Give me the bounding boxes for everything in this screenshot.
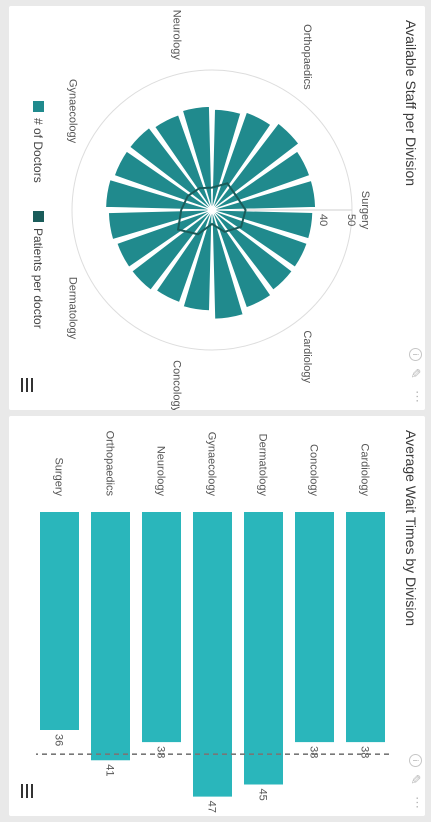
staff-radar-panel: Available Staff per Division i ✎ ⋯ 40 50 S… — [9, 6, 425, 410]
radar-category-label: Surgery — [359, 191, 371, 230]
radar-category-label: Concology — [171, 360, 183, 410]
legend-swatch-doctors — [33, 101, 44, 112]
radar-doctor-bar[interactable] — [182, 209, 213, 312]
bar-value-label: 38 — [359, 746, 371, 758]
legend-label-doctors: # of Doctors — [31, 118, 45, 183]
radar-tick-label: 50 — [345, 214, 357, 226]
radar-doctor-bar[interactable] — [154, 114, 213, 211]
radar-tick-label: 40 — [317, 214, 329, 226]
wait-time-bar[interactable] — [91, 512, 130, 761]
wait-time-bar[interactable] — [346, 512, 385, 743]
bar-category-label: Orthopaedics — [104, 431, 116, 497]
radar-chart: 40 50 Surgery Cardiology Concology Dermatolog… — [66, 10, 371, 410]
radar-patients-line[interactable] — [176, 182, 247, 236]
wait-time-bar[interactable] — [193, 512, 232, 797]
bar-value-label: 38 — [308, 746, 320, 758]
wait-time-bar[interactable] — [295, 512, 334, 743]
wait-times-panel: Average Wait Times by Division i ✎ ⋯ Car… — [9, 416, 425, 816]
bar-value-label: 38 — [155, 746, 167, 758]
radar-doctor-bar[interactable] — [129, 127, 213, 211]
wait-times-bar-chart: Cardiology 38 Concology 38 Dermatology 45 Gyna… — [36, 431, 389, 813]
bar-value-label: 41 — [104, 764, 116, 776]
bar-category-label: Concology — [308, 444, 320, 496]
bar-value-label: 47 — [206, 801, 218, 813]
radar-doctor-bar[interactable] — [116, 209, 213, 268]
radar-doctor-bar[interactable] — [211, 209, 314, 240]
radar-category-label: Neurology — [171, 10, 183, 61]
radar-doctor-bar[interactable] — [211, 209, 272, 309]
bar-category-label: Dermatology — [257, 434, 269, 497]
radar-doctor-bar[interactable] — [211, 122, 300, 211]
menu-icon[interactable] — [21, 784, 33, 798]
legend-swatch-patients — [33, 211, 44, 222]
bar-category-label: Gynaecology — [206, 432, 218, 497]
radar-legend: # of Doctors Patients per doctor — [25, 101, 45, 421]
wait-time-bar[interactable] — [142, 512, 181, 743]
radar-doctor-bar[interactable] — [211, 111, 272, 211]
bar-category-label: Neurology — [155, 446, 167, 497]
wait-time-bar[interactable] — [40, 512, 79, 730]
radar-category-label: Gynaecology — [66, 79, 78, 144]
bar-value-label: 36 — [53, 734, 65, 746]
legend-label-patients: Patients per doctor — [31, 228, 45, 329]
radar-category-label: Cardiology — [301, 330, 313, 383]
bar-value-label: 45 — [257, 789, 269, 801]
radar-doctor-bar[interactable] — [211, 209, 308, 268]
radar-doctor-bar[interactable] — [211, 209, 244, 320]
radar-doctor-bar[interactable] — [131, 209, 213, 291]
wait-time-bar[interactable] — [244, 512, 283, 785]
radar-doctor-bar[interactable] — [181, 105, 213, 211]
radar-category-label: Orthopaedics — [301, 24, 313, 90]
legend-item-patients[interactable]: Patients per doctor — [31, 211, 45, 329]
legend-item-doctors[interactable]: # of Doctors — [31, 101, 45, 183]
bar-category-label: Surgery — [53, 457, 65, 496]
bar-category-label: Cardiology — [359, 443, 371, 496]
radar-doctor-bar[interactable] — [107, 209, 213, 241]
radar-doctor-bar[interactable] — [211, 179, 317, 211]
radar-category-label: Dermatology — [66, 277, 78, 340]
